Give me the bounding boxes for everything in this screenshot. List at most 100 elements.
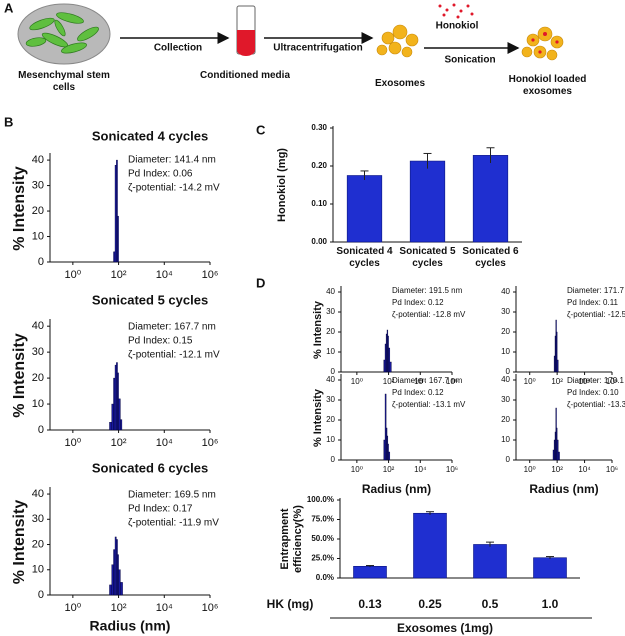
y-tick-label: 20: [501, 415, 510, 424]
y-tick-label: 30: [501, 395, 510, 404]
histogram-bar: [120, 419, 123, 431]
panel-label: C: [256, 122, 266, 137]
y-tick-label: 0: [38, 589, 44, 601]
x-tick-label: 10⁶: [606, 377, 618, 386]
y-tick-label: 40: [32, 488, 44, 500]
histogram-bar: [556, 439, 559, 461]
histogram-bar: [120, 582, 123, 596]
histogram-bar: [109, 422, 112, 431]
y-tick-label: 20: [501, 327, 510, 336]
y-tick-label: 40: [501, 375, 510, 384]
x-tick-label: 0.13: [358, 597, 382, 611]
x-tick-label: 10⁴: [156, 602, 173, 614]
histogram-bar: [558, 451, 560, 461]
x-axis-label: Radius (nm): [90, 618, 171, 634]
x-tick-label: 10⁶: [446, 465, 458, 474]
y-tick-label: 30: [326, 307, 335, 316]
step-label: Honokiol loaded exosomes: [508, 74, 587, 97]
x-axis-label: Radius (nm): [529, 482, 598, 496]
y-tick-label: 0: [506, 455, 511, 464]
bar: [472, 155, 509, 243]
x-tick-label: Sonicated 6 cycles: [462, 246, 519, 269]
y-tick-label: 0: [38, 424, 44, 436]
y-axis-label-box: Honokiol (mg): [276, 148, 288, 222]
y-tick-label: 10: [32, 398, 44, 410]
chart-title: Sonicated 5 cycles: [92, 292, 208, 307]
x-tick-label: 10⁴: [414, 465, 427, 474]
annotation: ζ-potential: -12.1 mV: [128, 350, 220, 361]
y-tick-label: 10: [501, 347, 510, 356]
y-tick-label: 100.0%: [307, 495, 334, 504]
histogram-bar: [389, 361, 392, 373]
histogram-bar: [116, 159, 118, 263]
annotation: Pd Index: 0.11: [567, 298, 619, 307]
bar: [413, 512, 447, 579]
histogram-bar: [113, 377, 116, 431]
bar: [473, 544, 507, 579]
x-tick-label: 10²: [383, 465, 395, 474]
annotation: ζ-potential: -12.5 mV: [567, 310, 625, 319]
x-tick-label: 10⁴: [578, 465, 591, 474]
tube: [236, 5, 256, 56]
chart-title: Sonicated 4 cycles: [92, 128, 208, 143]
y-tick-label: 30: [32, 346, 44, 358]
y-tick-label: 10: [32, 564, 44, 576]
x-tick-label: 10⁴: [578, 377, 591, 386]
histogram-bar: [388, 347, 391, 373]
annotation: Pd Index: 0.10: [567, 388, 619, 397]
y-tick-label: 0: [38, 256, 44, 268]
arrows: [120, 32, 520, 54]
y-tick-label: 10: [501, 435, 510, 444]
x-tick-label: 0.5: [482, 597, 499, 611]
x-tick-label: 1.0: [542, 597, 559, 611]
x-tick-label: 10⁴: [414, 377, 427, 386]
x-tick-label: 10²: [551, 465, 563, 474]
y-axis-label: % Intensity: [312, 300, 324, 359]
y-tick-label: 20: [326, 415, 335, 424]
y-tick-label: 40: [326, 375, 335, 384]
annotation: Diameter: 141.4 nm: [128, 155, 216, 166]
histogram-bar: [556, 331, 558, 373]
y-tick-label: 40: [32, 154, 44, 166]
panel-label: D: [256, 275, 265, 290]
step-label: Mesenchymal stem cells: [18, 70, 110, 93]
x-tick-label: 10⁶: [446, 377, 458, 386]
y-axis-label: % Intensity: [11, 166, 28, 251]
y-axis-label: % Intensity: [11, 333, 28, 418]
y-axis-label: Entrapment efficiency(%): [279, 505, 305, 573]
annotation: Diameter: 171.7 nm: [567, 286, 625, 295]
y-tick-label: 20: [326, 327, 335, 336]
panel-label: B: [4, 114, 13, 129]
y-axis-label: % Intensity: [312, 388, 324, 447]
annotation: Diameter: 191.5 nm: [392, 286, 463, 295]
y-tick-label: 75.0%: [311, 515, 334, 524]
x-tick-label: 10⁰: [351, 465, 363, 474]
annotation: ζ-potential: -12.8 mV: [392, 310, 466, 319]
y-tick-label: 30: [32, 179, 44, 191]
annotation: ζ-potential: -13.1 mV: [392, 400, 466, 409]
histogram-bar: [109, 584, 112, 596]
y-tick-label: 20: [32, 538, 44, 550]
x-tick-label: 10²: [111, 602, 127, 614]
x-tick-label: 10⁴: [156, 437, 173, 449]
step-label-box: Mesenchymal stem cells: [18, 70, 110, 93]
step-label-box: Exosomes: [375, 78, 425, 89]
annotation: Pd Index: 0.12: [392, 298, 444, 307]
step-label: Conditioned media: [200, 70, 290, 81]
x-tick-label: 10⁶: [202, 602, 219, 614]
y-tick-label: 40: [326, 287, 335, 296]
x-tick-label: 10⁶: [606, 465, 618, 474]
exosomes-icon: [376, 24, 419, 58]
y-tick-label: 25.0%: [311, 554, 334, 563]
histogram-bar: [111, 564, 114, 596]
arrow-label: Collection: [154, 43, 202, 54]
annotation: Pd Index: 0.12: [392, 388, 444, 397]
y-tick-label: 10: [326, 435, 335, 444]
step-label-box: Conditioned media: [200, 70, 290, 81]
annotation: Pd Index: 0.15: [128, 336, 193, 347]
annotation: Diameter: 169.5 nm: [128, 490, 216, 501]
bar: [533, 557, 567, 579]
histogram-bar: [118, 398, 121, 431]
y-tick-label: 30: [501, 307, 510, 316]
y-tick-label: 0.30: [311, 123, 327, 132]
